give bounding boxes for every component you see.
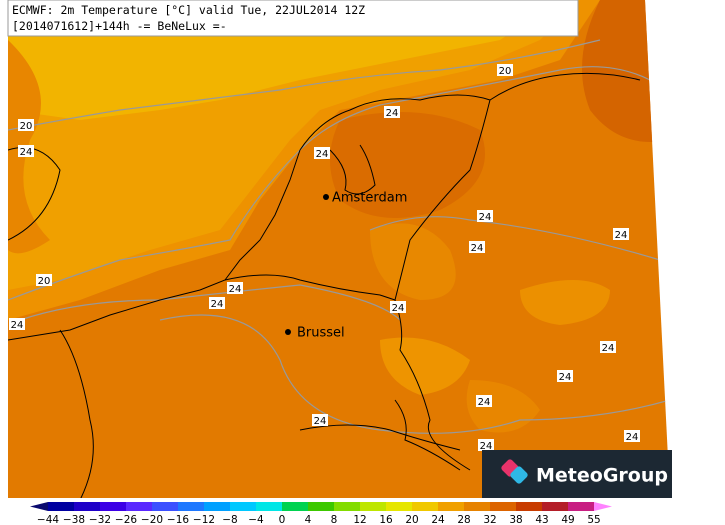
city-dot: [285, 329, 291, 335]
contour-label: 24: [626, 432, 639, 443]
colorbar-segment: [100, 502, 126, 511]
colorbar-arrow: [30, 502, 48, 511]
header-title: ECMWF: 2m Temperature [°C] valid Tue, 22…: [12, 3, 365, 17]
colorbar-segment: [386, 502, 412, 511]
colorbar-tick-label: −26: [115, 514, 137, 525]
colorbar-segment: [230, 502, 256, 511]
colorbar-tick-label: −8: [222, 514, 237, 525]
contour-label-box: [390, 301, 406, 313]
colorbar-segment: [48, 502, 74, 511]
contour-label-box: [209, 297, 225, 309]
contour-label-box: [478, 439, 494, 451]
colorbar-segment: [516, 502, 542, 511]
contour-label-box: [613, 228, 629, 240]
colorbar-tick-label: −44: [37, 514, 59, 525]
colorbar-tick-label: 43: [535, 514, 548, 525]
contour-label: 24: [11, 320, 24, 331]
contour-label: 24: [211, 299, 224, 310]
colorbar-tick-label: −32: [89, 514, 111, 525]
colorbar-segment: [464, 502, 490, 511]
contour-label-box: [36, 274, 52, 286]
colorbar-tick-label: 12: [353, 514, 366, 525]
contour-label: 20: [38, 276, 51, 287]
contour-label: 20: [20, 121, 33, 132]
colorbar-segment: [126, 502, 152, 511]
contour-label-box: [312, 414, 328, 426]
contour-label-box: [227, 282, 243, 294]
header-subtitle: [2014071612]+144h -= BeNeLux =-: [12, 19, 227, 33]
colorbar-tick-label: −16: [167, 514, 189, 525]
contour-label: 24: [229, 284, 242, 295]
header-box: [7, 0, 579, 37]
contour-label: 24: [615, 230, 628, 241]
contour-label: 24: [20, 147, 33, 158]
contour-label-box: [476, 395, 492, 407]
contour-label: 24: [386, 108, 399, 119]
colorbar-segment: [542, 502, 568, 511]
city-dot: [323, 194, 329, 200]
colorbar-segment: [412, 502, 438, 511]
colorbar-tick-label: 38: [509, 514, 522, 525]
city-label: Amsterdam: [332, 191, 407, 206]
colorbar-tick-label: −12: [193, 514, 215, 525]
colorbar-segment: [490, 502, 516, 511]
colorbar-segment: [256, 502, 282, 511]
contour-label: 24: [314, 416, 327, 427]
contour-label-box: [18, 145, 34, 157]
city-label: Brussel: [297, 326, 345, 341]
contour-label-box: [624, 430, 640, 442]
contour-label-box: [469, 241, 485, 253]
colorbar: −44 −38 −32 −26 −20 −16 −12 −8 −4 0 4 8 12 16 20 24 28 32…: [30, 502, 612, 525]
colorbar-segment: [438, 502, 464, 511]
contour-label-box: [384, 106, 400, 118]
colorbar-tick-label: 49: [561, 514, 574, 525]
colorbar-tick-label: 32: [483, 514, 496, 525]
colorbar-segment: [568, 502, 594, 511]
contour-label-box: [18, 119, 34, 131]
contour-label-box: [557, 370, 573, 382]
colorbar-segment: [308, 502, 334, 511]
colorbar-tick-label: 16: [379, 514, 393, 525]
colorbar-segment: [360, 502, 386, 511]
contour-label: 24: [602, 343, 615, 354]
colorbar-tick-label: 0: [279, 514, 286, 525]
contour-label-box: [477, 210, 493, 222]
colorbar-segment: [152, 502, 178, 511]
contour-label: 24: [478, 397, 491, 408]
colorbar-tick-label: 24: [431, 514, 445, 525]
colorbar-tick-label: 20: [405, 514, 418, 525]
colorbar-segment: [334, 502, 360, 511]
contour-labels: 20 24 24 24 20 24 24 24 20 24 24 24 24 24 24 24 24 24 24: [9, 64, 640, 452]
contour-label-box: [314, 147, 330, 159]
colorbar-tick-label: 55: [587, 514, 600, 525]
colorbar-tick-label: −4: [248, 514, 264, 525]
contour-label-box: [497, 64, 513, 76]
contour-label: 24: [471, 243, 484, 254]
colorbar-tick-label: 28: [457, 514, 470, 525]
contour-label: 24: [480, 441, 493, 452]
contour-label: 24: [479, 212, 492, 223]
contour-label: 24: [559, 372, 572, 383]
contour-label-box: [600, 341, 616, 353]
logo-icon: [501, 459, 528, 484]
contour-label: 20: [499, 66, 512, 77]
logo-text: MeteoGroup: [536, 465, 668, 487]
colorbar-tick-label: 4: [305, 514, 312, 525]
colorbar-tick-label: −20: [141, 514, 163, 525]
colorbar-tick-label: 8: [331, 514, 338, 525]
colorbar-arrow: [594, 502, 612, 511]
contour-label: 24: [316, 149, 329, 160]
colorbar-segment: [178, 502, 204, 511]
map: [8, 0, 670, 498]
colorbar-segment: [204, 502, 230, 511]
colorbar-tick-label: −38: [63, 514, 85, 525]
contour-label-box: [9, 318, 25, 330]
colorbar-segment: [74, 502, 100, 511]
contour-label: 24: [392, 303, 405, 314]
colorbar-segment: [282, 502, 308, 511]
